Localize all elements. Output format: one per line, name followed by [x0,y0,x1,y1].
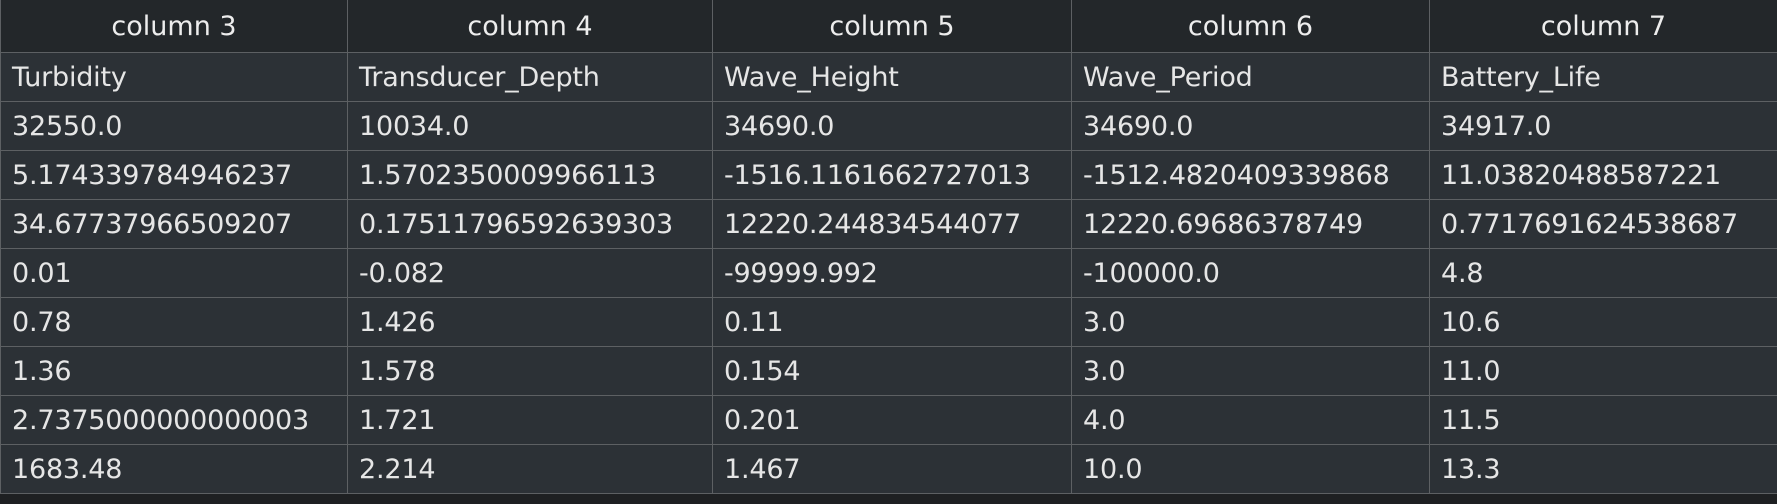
table-cell[interactable]: 10034.0 [347,101,713,151]
table-cell[interactable]: 2.214 [347,444,713,494]
table-cell[interactable]: 34917.0 [1429,101,1777,151]
table-cell[interactable]: 11.03820488587221 [1429,150,1777,200]
table-cell[interactable]: 1.467 [712,444,1072,494]
table-cell[interactable]: 0.11 [712,297,1072,347]
table-cell[interactable]: 4.8 [1429,248,1777,298]
table-cell[interactable]: 11.0 [1429,346,1777,396]
table-cell[interactable]: -99999.992 [712,248,1072,298]
table-cell[interactable]: 1.426 [347,297,713,347]
table-cell[interactable]: 12220.244834544077 [712,199,1072,249]
header-row: column 3 column 4 column 5 column 6 colu… [0,0,1777,53]
table-row: 1.36 1.578 0.154 3.0 11.0 [0,346,1777,396]
table-row: 1683.48 2.214 1.467 10.0 13.3 [0,444,1777,494]
table-cell[interactable]: 10.6 [1429,297,1777,347]
table-cell[interactable]: 1683.48 [0,444,348,494]
table-row: 5.174339784946237 1.5702350009966113 -15… [0,150,1777,200]
table-cell[interactable]: 1.578 [347,346,713,396]
table-row: 32550.0 10034.0 34690.0 34690.0 34917.0 [0,101,1777,151]
table-cell[interactable]: 2.7375000000000003 [0,395,348,445]
table-row: Turbidity Transducer_Depth Wave_Height W… [0,52,1777,102]
column-header-4[interactable]: column 4 [347,0,713,53]
table-cell[interactable]: 1.36 [0,346,348,396]
table-row: 0.78 1.426 0.11 3.0 10.6 [0,297,1777,347]
table-cell[interactable]: -1516.1161662727013 [712,150,1072,200]
column-header-7[interactable]: column 7 [1429,0,1777,53]
table-cell[interactable]: Wave_Period [1071,52,1430,102]
table-cell[interactable]: 34.67737966509207 [0,199,348,249]
table-cell[interactable]: 12220.69686378749 [1071,199,1430,249]
table-cell[interactable]: 0.78 [0,297,348,347]
table-cell[interactable]: 3.0 [1071,297,1430,347]
table-cell[interactable]: 3.0 [1071,346,1430,396]
table-cell[interactable]: 5.174339784946237 [0,150,348,200]
table-row: 0.01 -0.082 -99999.992 -100000.0 4.8 [0,248,1777,298]
table-cell[interactable]: 11.5 [1429,395,1777,445]
table-cell[interactable]: 1.721 [347,395,713,445]
table-cell[interactable]: 13.3 [1429,444,1777,494]
table-cell[interactable]: 0.154 [712,346,1072,396]
table-cell[interactable]: -100000.0 [1071,248,1430,298]
table-row: 2.7375000000000003 1.721 0.201 4.0 11.5 [0,395,1777,445]
table-cell[interactable]: 0.7717691624538687 [1429,199,1777,249]
table-cell[interactable]: 1.5702350009966113 [347,150,713,200]
table-cell[interactable]: 34690.0 [1071,101,1430,151]
table-cell[interactable]: 32550.0 [0,101,348,151]
table-cell[interactable]: 0.201 [712,395,1072,445]
table-row: 34.67737966509207 0.17511796592639303 12… [0,199,1777,249]
column-header-5[interactable]: column 5 [712,0,1072,53]
table-cell[interactable]: Wave_Height [712,52,1072,102]
table-cell[interactable]: 0.17511796592639303 [347,199,713,249]
table-cell[interactable]: 10.0 [1071,444,1430,494]
table-cell[interactable]: Transducer_Depth [347,52,713,102]
table-cell[interactable]: Turbidity [0,52,348,102]
table-header: column 3 column 4 column 5 column 6 colu… [0,0,1777,53]
table-cell[interactable]: 34690.0 [712,101,1072,151]
table-cell[interactable]: -0.082 [347,248,713,298]
column-header-6[interactable]: column 6 [1071,0,1430,53]
column-header-3[interactable]: column 3 [0,0,348,53]
table-body: Turbidity Transducer_Depth Wave_Height W… [0,52,1777,494]
table-cell[interactable]: 4.0 [1071,395,1430,445]
table-cell[interactable]: 0.01 [0,248,348,298]
table-cell[interactable]: Battery_Life [1429,52,1777,102]
table-cell[interactable]: -1512.4820409339868 [1071,150,1430,200]
